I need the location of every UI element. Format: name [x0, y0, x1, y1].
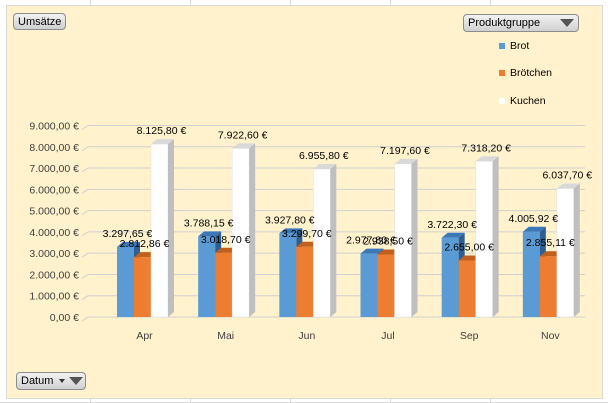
bar: [556, 188, 575, 318]
x-tick-label: Sep: [460, 330, 479, 342]
floor-gridline: [81, 252, 89, 258]
y-tick-label: 7.000,00 €: [29, 163, 79, 175]
y-tick-label: 1.000,00 €: [29, 291, 79, 303]
bar-top: [117, 241, 140, 247]
bar: [475, 161, 493, 318]
y-tick-label: 3.000,00 €: [29, 248, 79, 260]
floor-gridline: [81, 295, 89, 301]
legend-item-kuchen[interactable]: Kuchen: [499, 95, 546, 107]
bar-side: [330, 163, 337, 317]
floor-gridline: [81, 146, 89, 152]
bar: [150, 143, 169, 318]
bar-side: [168, 139, 174, 317]
bar: [117, 246, 134, 317]
filter-icon: [560, 19, 574, 27]
data-label: 6.037,70 €: [543, 170, 593, 182]
y-tick-label: 6.000,00 €: [29, 184, 79, 196]
bar: [458, 260, 476, 317]
bar-side: [249, 143, 256, 317]
data-label: 6.955,80 €: [299, 150, 349, 162]
values-field-button[interactable]: Umsätze: [13, 13, 67, 30]
data-label: 8.125,80 €: [137, 125, 187, 137]
x-tick-label: Mai: [217, 330, 234, 342]
dropdown-arrow-icon: [59, 379, 66, 383]
filter-icon: [69, 377, 84, 385]
legend-label-kuchen: Kuchen: [510, 95, 546, 107]
floor-gridline: [81, 274, 89, 279]
bar-top: [475, 156, 499, 162]
category-field-label: Datum: [21, 375, 54, 387]
bar: [441, 237, 459, 317]
data-label: 2.977,80 €: [346, 235, 396, 247]
bar: [231, 148, 250, 318]
data-label: 3.927,80 €: [265, 214, 315, 226]
data-label: 3.018,70 €: [201, 234, 251, 246]
bar: [539, 256, 557, 317]
floor-gridline: [81, 125, 89, 130]
bar: [522, 231, 540, 317]
bar-top: [522, 226, 546, 232]
floor-gridline: [81, 316, 89, 322]
values-field-label: Umsätze: [18, 15, 62, 28]
floor-gridline: [81, 210, 89, 216]
data-label: 4.005,92 €: [509, 213, 559, 225]
floor-gridline: [81, 231, 89, 237]
x-tick-label: Nov: [541, 330, 560, 342]
bar-top: [313, 163, 337, 169]
data-label: 7.197,60 €: [380, 145, 430, 157]
bar-side: [573, 183, 580, 317]
data-label: 2.855,11 €: [526, 237, 575, 249]
legend-label-broetchen: Brötchen: [510, 67, 553, 79]
data-label: 7.922,60 €: [218, 129, 268, 141]
y-tick-label: 4.000,00 €: [29, 227, 79, 239]
floor-gridline: [81, 167, 89, 173]
bar: [360, 253, 378, 317]
floor-gridline: [81, 188, 89, 194]
bar: [198, 236, 216, 317]
y-tick-label: 2.000,00 €: [29, 269, 79, 281]
legend-swatch-brot: [499, 43, 505, 49]
bar-side: [492, 156, 499, 317]
legend-item-broetchen[interactable]: Brötchen: [499, 67, 552, 79]
bar-top: [198, 231, 222, 237]
data-label: 2.655,00 €: [444, 242, 494, 254]
y-tick-label: 9.000,00 €: [29, 121, 79, 133]
bar: [377, 254, 395, 317]
legend-item-brot[interactable]: Brot: [499, 40, 529, 52]
y-tick-label: 0,00 €: [50, 312, 79, 324]
x-tick-label: Jun: [298, 330, 315, 342]
chart-plot: 0,00 € 1.000,00 € 2.000,00 € 3.000,00 € 4.00…: [29, 121, 593, 343]
y-tick-label: 5.000,00 €: [29, 206, 79, 218]
series-field-label: Produktgruppe: [468, 17, 541, 29]
bar: [279, 233, 297, 317]
bar-top: [556, 183, 580, 189]
bar: [313, 168, 331, 318]
bar-top: [232, 143, 256, 149]
bar-top: [151, 139, 174, 145]
data-label: 3.297,65 €: [103, 228, 153, 240]
data-label: 2.938,50 €: [363, 235, 413, 247]
data-label: 2.812,86 €: [120, 238, 170, 250]
bar-top: [394, 158, 418, 164]
data-label: 3.299,70 €: [282, 228, 332, 240]
data-label: 7.318,20 €: [461, 142, 511, 154]
data-label: 3.788,15 €: [184, 217, 234, 229]
bar-top: [360, 248, 384, 254]
bar: [134, 257, 151, 317]
legend-swatch-kuchen: [499, 98, 505, 104]
x-tick-label: Jul: [381, 330, 394, 342]
bar: [296, 246, 314, 317]
legend-label-brot: Brot: [510, 40, 530, 52]
pivot-chart-area[interactable]: 0,00 € 1.000,00 € 2.000,00 € 3.000,00 € 4.00…: [6, 5, 603, 399]
bar-top: [279, 228, 303, 234]
y-tick-label: 8.000,00 €: [29, 142, 79, 154]
data-label: 3.722,30 €: [427, 219, 477, 231]
series-field-button[interactable]: Produktgruppe: [463, 14, 579, 32]
bar-top: [441, 232, 465, 238]
legend-swatch-broetchen: [499, 70, 505, 76]
bar-side: [411, 158, 418, 317]
bar: [215, 252, 233, 317]
category-field-button[interactable]: Datum: [16, 372, 86, 390]
x-tick-label: Apr: [136, 330, 153, 342]
